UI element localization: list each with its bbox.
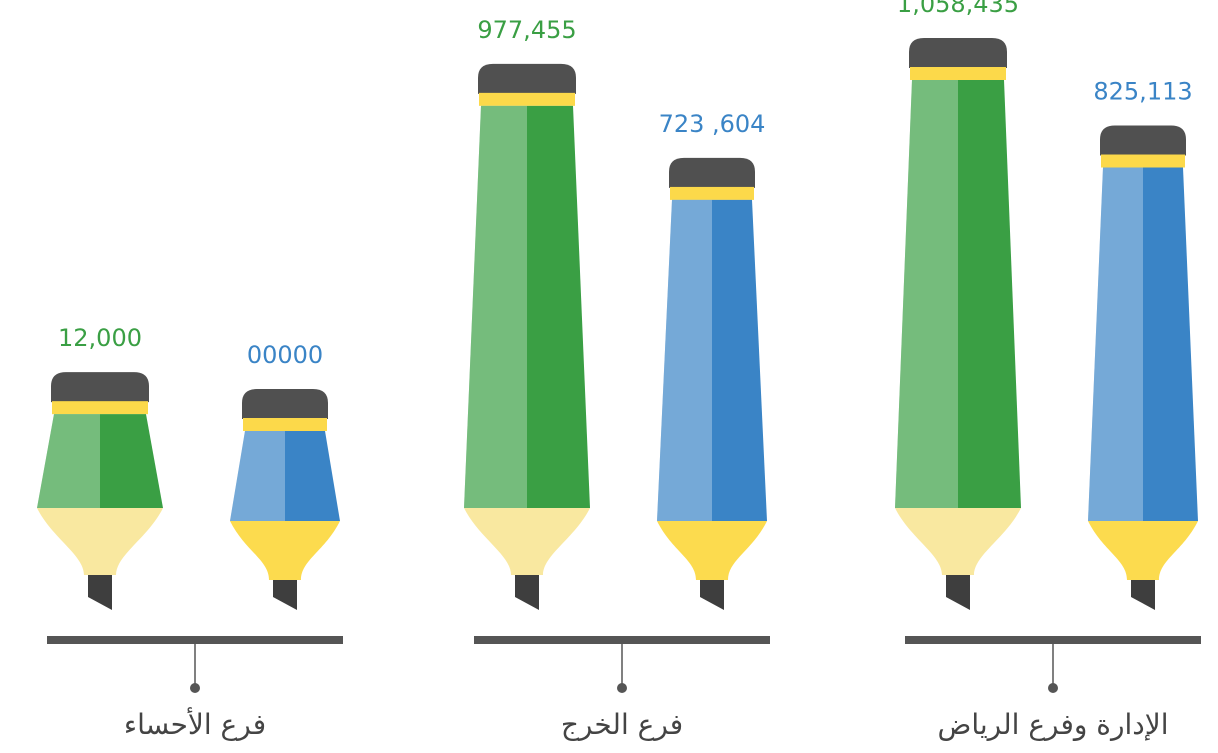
pen-body-left-shade (657, 200, 712, 521)
pen-tip (657, 521, 767, 580)
pen-band (910, 67, 1006, 80)
pen-nib (1131, 580, 1155, 610)
pen-tip (464, 508, 590, 575)
base-line (47, 636, 343, 644)
value-label: 1,058,435 (897, 0, 1019, 18)
pen-band (479, 93, 575, 106)
chart: 12,000 00000 فرع الأحساء 977,455 723 ,604 فرع… (0, 0, 1218, 753)
pen-nib (946, 575, 970, 610)
pen-bar (1088, 126, 1198, 610)
x-tick-label: فرع الخرج (561, 708, 683, 742)
pen-nib (273, 580, 297, 610)
base-line (474, 636, 770, 644)
pen-body-right (285, 431, 340, 521)
pen-tip (230, 521, 340, 580)
pen-body-left-shade (230, 431, 285, 521)
pen-body-right (712, 200, 767, 521)
pen-cap (51, 372, 149, 402)
x-tick-label: الإدارة وفرع الرياض (938, 708, 1169, 741)
stem-dot (190, 683, 200, 693)
pen-cap (478, 64, 576, 94)
pen-band (1101, 155, 1185, 168)
stem-dot (617, 683, 627, 693)
pen-bar (37, 372, 163, 610)
x-tick-label: فرع الأحساء (124, 706, 266, 741)
pen-cap (242, 389, 328, 419)
pen-body-right (100, 414, 163, 508)
value-label: 977,455 (477, 16, 576, 44)
value-label: 12,000 (58, 324, 142, 352)
pen-bar (895, 38, 1021, 610)
stem-dot (1048, 683, 1058, 693)
pen-tip (895, 508, 1021, 575)
pen-band (243, 418, 327, 431)
pen-cap (909, 38, 1007, 68)
pen-body-left-shade (464, 106, 527, 508)
pen-cap (1100, 126, 1186, 156)
pen-nib (700, 580, 724, 610)
pen-body-right (527, 106, 590, 508)
pen-bar (657, 158, 767, 610)
pen-band (52, 401, 148, 414)
pen-band (670, 187, 754, 200)
pen-cap (669, 158, 755, 188)
value-label: 00000 (247, 341, 323, 369)
pen-nib (88, 575, 112, 610)
pen-bar (230, 389, 340, 610)
base-line (905, 636, 1201, 644)
pen-tip (37, 508, 163, 575)
pen-tip (1088, 521, 1198, 580)
pen-body-left-shade (37, 414, 100, 508)
pen-nib (515, 575, 539, 610)
value-label: 825,113 (1093, 78, 1192, 106)
pen-bar (464, 64, 590, 610)
pen-body-right (1143, 168, 1198, 521)
pen-body-left-shade (895, 80, 958, 508)
pen-body-left-shade (1088, 168, 1143, 521)
pen-body-right (958, 80, 1021, 508)
value-label: 723 ,604 (659, 110, 766, 138)
